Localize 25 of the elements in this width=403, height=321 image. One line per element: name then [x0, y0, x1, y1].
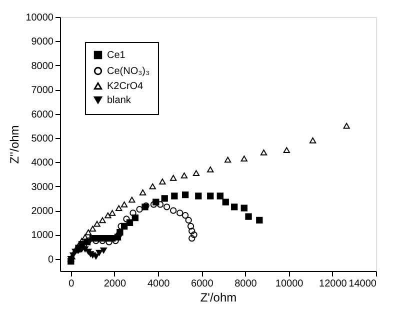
y-tick-label: 6000	[31, 109, 54, 120]
y-tick-label: 7000	[31, 85, 54, 96]
x-tick-label: 12000	[319, 278, 348, 290]
y-tick-label: 8000	[31, 60, 54, 72]
x-tick-label: 14000	[348, 278, 377, 290]
x-tick-label: 10000	[275, 278, 304, 290]
y-tick-label: 0	[48, 254, 54, 266]
x-tick-label: 2000	[104, 278, 127, 290]
y-tick-label: 3000	[31, 182, 54, 193]
x-tick-label: 0	[68, 278, 75, 290]
x-tick-label: 6000	[191, 278, 214, 290]
legend-label: Ce1	[107, 50, 126, 61]
y-axis-title: Z''/ohm	[8, 125, 22, 164]
y-tick-label: 5000	[31, 133, 54, 144]
y-tick-label: 4000	[31, 158, 54, 169]
x-axis-title: Z'/ohm	[200, 290, 237, 304]
x-tick-label: 4000	[147, 278, 170, 290]
legend-label: blank	[107, 95, 132, 106]
legend-label: Ce(NO₃)₃	[107, 66, 150, 77]
y-tick-label: 10000	[26, 12, 54, 24]
y-tick-label: 1000	[31, 230, 54, 242]
x-tick-label: 8000	[234, 278, 258, 290]
y-tick-label: 2000	[31, 206, 54, 218]
y-tick-label: 9000	[31, 36, 54, 48]
legend-label: K2CrO4	[107, 81, 144, 92]
